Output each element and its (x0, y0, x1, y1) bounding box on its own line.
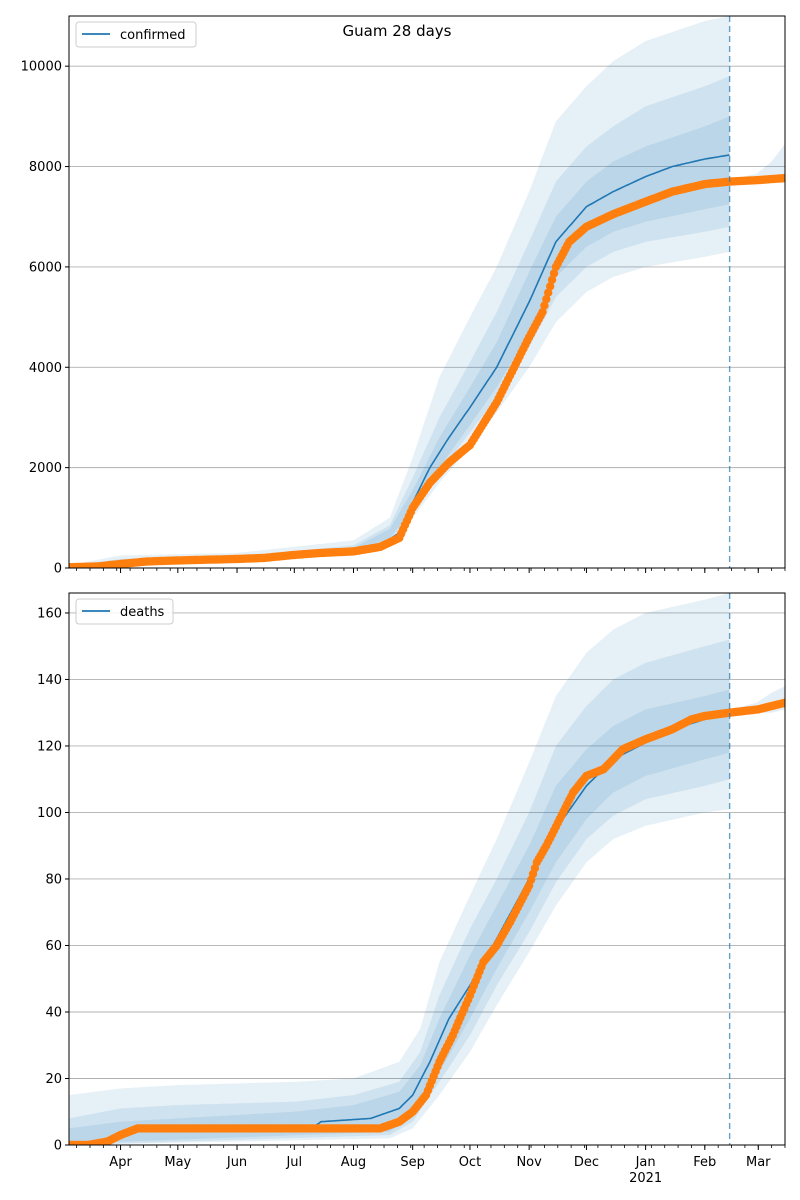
prediction-band-2 (69, 639, 730, 1145)
x-tick-label: May (164, 1155, 191, 1170)
observed-point (780, 173, 785, 183)
plot-area (69, 16, 785, 568)
figure-title: Guam 28 days (343, 22, 452, 40)
x-tick-label: Jun (226, 1155, 247, 1170)
y-tick-label: 10000 (21, 60, 62, 75)
axes-frame (68, 592, 786, 1146)
axes-frame (68, 15, 786, 569)
y-tick-label: 4000 (29, 361, 62, 376)
observed-series (69, 698, 785, 1145)
observed-point (538, 307, 547, 317)
plot-area (69, 593, 785, 1145)
observed-point (780, 698, 785, 707)
y-tick-label: 2000 (29, 461, 62, 476)
observed-point (540, 301, 549, 310)
x-tick-label: Sep (400, 1155, 425, 1170)
observed-point (547, 275, 557, 284)
y-tick-label: 0 (54, 1139, 62, 1154)
confirmed-panel: 0 2000 4000 6000 8000 10000 confirmed (21, 15, 786, 577)
legend: confirmed (75, 21, 197, 48)
x-tick-label: Nov (516, 1155, 542, 1170)
y-tick-label: 160 (37, 606, 62, 621)
prediction-band-3 (69, 116, 730, 568)
y-tick-label: 80 (45, 872, 62, 887)
observed-point (542, 295, 551, 304)
y-tick-label: 8000 (29, 160, 62, 175)
legend-box (75, 598, 174, 625)
x-tick-label: Jan (635, 1155, 656, 1170)
deaths-panel: 0 20 40 60 80 100 120 140 160 Apr May Jun Jul Aug Sep O… (37, 592, 786, 1186)
observed-point (549, 269, 559, 278)
x-tick-label: Mar (746, 1155, 771, 1170)
observed-series (69, 173, 785, 568)
x-tick-label: Jul (285, 1155, 302, 1170)
legend-label: deaths (120, 605, 165, 620)
legend-box (75, 21, 197, 48)
y-tick-label: 140 (37, 673, 62, 688)
prediction-band-1 (69, 16, 730, 568)
legend-label: confirmed (120, 28, 186, 43)
observed-tail-band (729, 144, 785, 182)
y-tick-label: 6000 (29, 260, 62, 275)
observed-point (544, 288, 553, 297)
y-tick-label: 40 (45, 1005, 62, 1020)
x-tick-label: Oct (459, 1155, 481, 1170)
x-tick-label: Dec (574, 1155, 599, 1170)
x-tick-label: Aug (341, 1155, 366, 1170)
x-tick-label: Feb (693, 1155, 716, 1170)
y-tick-label: 120 (37, 739, 62, 754)
prediction-band-2 (69, 76, 730, 568)
y-tick-label: 60 (45, 939, 62, 954)
x-year-label: 2021 (629, 1171, 662, 1186)
y-tick-label: 20 (45, 1072, 62, 1087)
observed-point (546, 282, 555, 291)
y-tick-label: 0 (54, 562, 62, 577)
x-tick-label: Apr (109, 1155, 132, 1170)
legend: deaths (75, 598, 174, 625)
prediction-band-1 (69, 593, 730, 1145)
y-tick-label: 100 (37, 806, 62, 821)
